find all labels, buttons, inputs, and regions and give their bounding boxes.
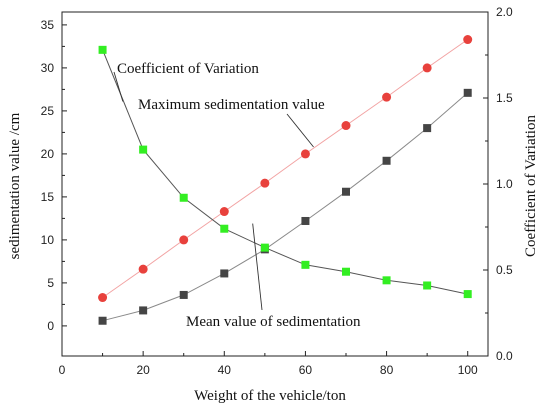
x-tick-label: 80 xyxy=(380,363,394,377)
y-tick-label: 30 xyxy=(41,61,55,75)
series-2-point xyxy=(463,290,472,299)
series-0-point xyxy=(422,63,432,73)
y-tick-label: 20 xyxy=(41,147,55,161)
series-1-point xyxy=(463,88,472,97)
annotation-leader-1 xyxy=(286,113,314,148)
series-1-point xyxy=(423,124,432,133)
series-line-1 xyxy=(102,92,469,322)
series-0-point xyxy=(179,235,189,245)
y-tick-label: 5 xyxy=(47,276,54,290)
series-0-point xyxy=(463,35,473,45)
y-tick-label: 25 xyxy=(41,104,55,118)
series-0-point xyxy=(138,264,148,274)
y2-axis-title: Coefficient of Variation xyxy=(523,115,539,257)
x-tick-label: 40 xyxy=(218,363,232,377)
y2-tick-label: 1.5 xyxy=(496,91,513,105)
series-2-point xyxy=(301,260,310,269)
y-tick-label: 10 xyxy=(41,233,55,247)
x-tick-label: 20 xyxy=(136,363,150,377)
series-1-point xyxy=(301,216,310,225)
annotation-leader-2 xyxy=(252,223,263,311)
annotation-leader-0 xyxy=(113,71,124,102)
x-axis-title: Weight of the vehicle/ton xyxy=(194,388,346,404)
series-0-point xyxy=(382,92,392,102)
annotation-label-2: Mean value of sedimentation xyxy=(186,314,361,330)
series-2-point xyxy=(179,193,188,202)
series-1-point xyxy=(139,306,148,315)
axis-ticks: 0 20 40 60 80 100 0 5 10 15 20 25 30 35 0.0 0.5 1.0 1.5 2.… xyxy=(41,5,513,377)
annotations: Coefficient of Variation Maximum sediment… xyxy=(113,61,361,330)
series-0-point xyxy=(341,121,351,131)
annotation-label-0: Coefficient of Variation xyxy=(117,61,259,77)
series-line-2 xyxy=(102,49,468,295)
series-0-point xyxy=(219,207,229,217)
y-tick-label: 15 xyxy=(41,190,55,204)
x-tick-label: 100 xyxy=(458,363,478,377)
series-2-point xyxy=(423,281,432,290)
series-1-point xyxy=(179,290,188,299)
y2-tick-label: 0.5 xyxy=(496,263,513,277)
y2-tick-label: 2.0 xyxy=(496,5,513,19)
y2-tick-label: 1.0 xyxy=(496,177,513,191)
series-1-point xyxy=(220,269,229,278)
series-1-point xyxy=(98,316,107,325)
series-0-point xyxy=(300,149,310,159)
series-2-point xyxy=(342,267,350,276)
y2-tick-label: 0.0 xyxy=(496,349,513,363)
annotation-label-1: Maximum sedimentation value xyxy=(138,97,325,113)
series-2-point xyxy=(260,243,269,252)
series-line-0 xyxy=(102,39,468,298)
series-2-point xyxy=(98,45,107,54)
x-tick-label: 0 xyxy=(59,363,66,377)
series-1-point xyxy=(382,156,391,165)
series-lines xyxy=(102,39,469,322)
series-0-point xyxy=(260,178,270,188)
series-1-point xyxy=(342,187,350,196)
y-tick-label: 0 xyxy=(47,319,54,333)
series-2-point xyxy=(139,145,148,154)
y-tick-label: 35 xyxy=(41,18,55,32)
series-2-point xyxy=(382,276,391,285)
series-0-point xyxy=(98,293,108,303)
series-markers xyxy=(98,35,473,325)
y-axis-title: sedimentation value /cm xyxy=(7,112,23,259)
series-2-point xyxy=(220,224,229,233)
x-tick-label: 60 xyxy=(299,363,313,377)
